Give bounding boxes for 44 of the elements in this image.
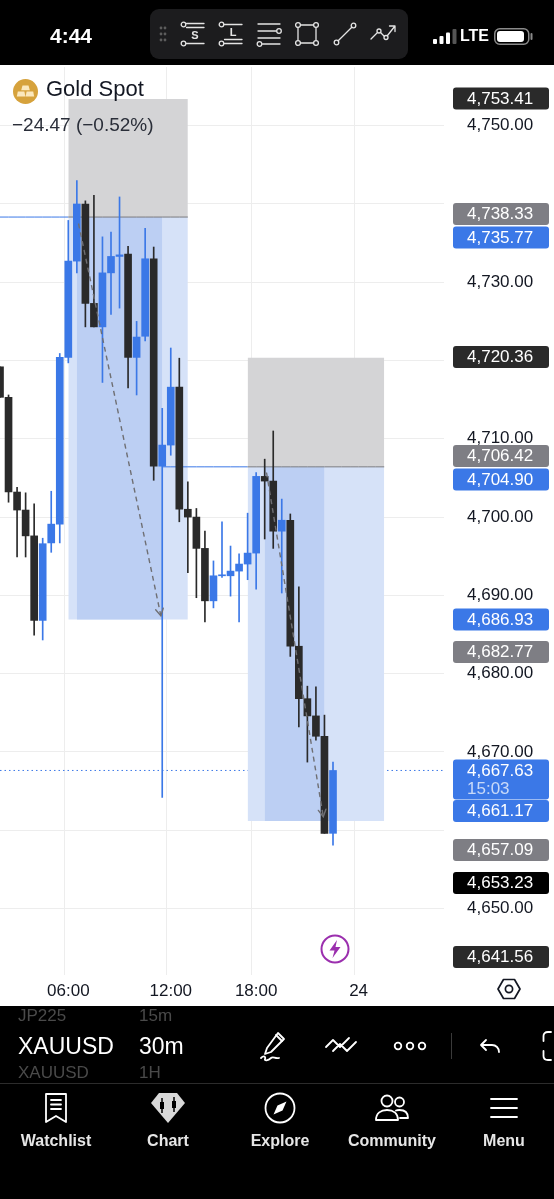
text: 4,661.17 — [467, 801, 534, 821]
y-tick-label: 4,650.00 — [467, 898, 534, 918]
text: Menu — [483, 1131, 525, 1151]
text: Explore — [250, 1131, 310, 1151]
text: −24.47 (−0.52%) — [12, 114, 154, 136]
text: Chart — [147, 1131, 189, 1151]
text: 4,641.56 — [467, 947, 534, 967]
text: 30m — [139, 1032, 184, 1060]
text: 4:44 — [50, 23, 93, 49]
text: XAUUSD — [18, 1032, 114, 1060]
y-tick-label: 4,750.00 — [467, 115, 534, 135]
text: 4,706.42 — [467, 446, 534, 466]
text: 4,753.41 — [467, 88, 534, 108]
text: 15m — [139, 1006, 173, 1026]
candlestick — [260, 458, 269, 540]
x-tick-label: 12:00 — [149, 980, 193, 1000]
candlestick — [277, 498, 286, 594]
text: 4,682.77 — [467, 642, 534, 662]
x-tick-label: 06:00 — [47, 980, 90, 1000]
text: 4,735.77 — [467, 227, 534, 247]
text: 4,738.33 — [467, 204, 534, 224]
text: 4,657.09 — [467, 840, 534, 860]
y-tick-label: 4,680.00 — [467, 663, 534, 683]
drawing-toolbar: S L — [150, 9, 408, 59]
text: Watchlist — [20, 1131, 92, 1151]
y-tick-label: 4,670.00 — [467, 741, 534, 761]
candlestick — [235, 553, 243, 623]
text: LTE — [460, 26, 490, 46]
y-tick-label: 4,690.00 — [467, 585, 534, 605]
y-tick-label: 4,710.00 — [467, 428, 534, 448]
text: 4,686.93 — [467, 609, 534, 629]
x-tick-label: 18:00 — [234, 980, 278, 1000]
text: 4,704.90 — [467, 469, 534, 489]
text: XAUUSD — [18, 1063, 89, 1083]
text: 1H — [139, 1063, 161, 1083]
y-tick-label: 4,700.00 — [467, 506, 534, 526]
chart-title: Gold Spot — [46, 76, 144, 102]
text: JP225 — [18, 1006, 67, 1026]
text: 4,653.23 — [467, 873, 534, 893]
ref-line-label: 4,667.63 15:03 — [467, 760, 534, 798]
y-tick-label: 4,730.00 — [467, 271, 534, 291]
x-tick-label: 24 — [349, 980, 369, 1000]
text: Community — [348, 1131, 436, 1151]
text: 4,720.36 — [467, 347, 534, 367]
